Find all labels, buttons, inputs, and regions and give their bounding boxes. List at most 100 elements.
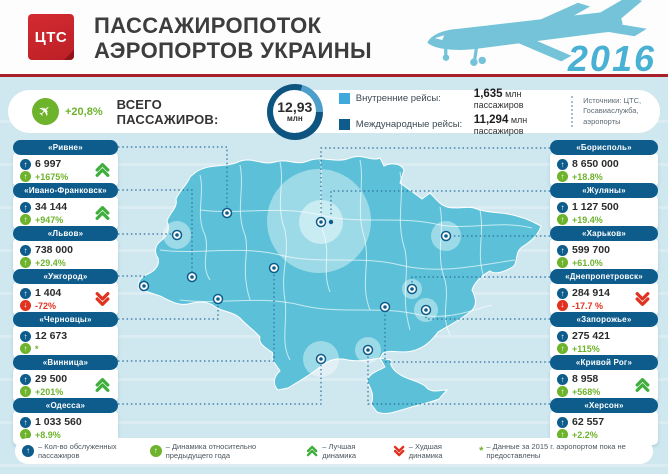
passengers-icon: ↑ bbox=[20, 158, 31, 170]
total-growth: +20,8% bbox=[65, 105, 103, 118]
worst-dynamics-icon bbox=[635, 291, 650, 306]
passenger-count: 8 650 000 bbox=[572, 158, 619, 170]
passengers-icon: ↑ bbox=[557, 244, 568, 256]
international-flights-label: Международные рейсы: bbox=[355, 119, 463, 130]
passenger-count: 1 127 500 bbox=[572, 201, 619, 213]
passenger-count: 738 000 bbox=[35, 244, 73, 256]
passengers-icon: ↑ bbox=[557, 201, 568, 213]
legend-item-passengers: ↑ – Кол-во обслуженных пассажиров bbox=[22, 442, 136, 460]
change-percent: * bbox=[35, 343, 39, 354]
growth-icon: ↑ bbox=[20, 300, 31, 311]
passengers-icon: ↑ bbox=[557, 330, 568, 342]
domestic-flights-label: Внутренние рейсы: bbox=[355, 93, 441, 104]
passengers-icon: ↑ bbox=[557, 373, 568, 385]
growth-icon: ↑ bbox=[557, 171, 568, 182]
growth-plane-icon: ✈ bbox=[32, 98, 59, 125]
passengers-icon: ↑ bbox=[20, 287, 31, 299]
passenger-count: 1 404 bbox=[35, 287, 62, 299]
flights-breakdown: Внутренние рейсы: 1,635 млн пассажиров М… bbox=[338, 88, 559, 136]
passenger-count: 34 144 bbox=[35, 201, 68, 213]
growth-icon: ↑ bbox=[20, 171, 31, 182]
change-percent: +115% bbox=[572, 343, 600, 354]
growth-icon: ↑ bbox=[20, 257, 31, 268]
legend-item-asterisk: * – Данные за 2015 г. аэропортом пока не… bbox=[479, 442, 626, 460]
stats-bar: ✈ +20,8% ВСЕГО ПАССАЖИРОВ: 12,93 млн Вну… bbox=[8, 83, 660, 140]
best-dynamics-icon bbox=[95, 377, 110, 392]
airport-name: «Ивано-Франковск» bbox=[13, 183, 118, 198]
passenger-count: 6 997 bbox=[35, 158, 62, 170]
total-passengers-circle: 12,93 млн bbox=[266, 83, 323, 140]
growth-icon: ↑ bbox=[557, 214, 568, 225]
growth-icon: ↑ bbox=[20, 429, 31, 440]
legend-item-growth: ↑ – Динамика относительно предыдущего го… bbox=[149, 442, 292, 460]
cts-logo-text: ЦТС bbox=[34, 28, 68, 46]
change-percent: +61.0% bbox=[572, 257, 603, 268]
best-dynamics-icon bbox=[95, 162, 110, 177]
airport-card: «Борисполь» ↑ 8 650 000 ↑ +18.8% bbox=[550, 140, 658, 187]
passenger-count: 599 700 bbox=[572, 244, 610, 256]
passengers-icon: ↑ bbox=[22, 445, 34, 457]
legend-item-worst: – Худшая динамика bbox=[393, 442, 466, 460]
change-percent: +947% bbox=[35, 214, 64, 225]
international-flights-swatch bbox=[338, 119, 350, 130]
passenger-count: 1 033 560 bbox=[35, 416, 82, 428]
header: ЦТС ПАССАЖИРОПОТОК АЭРОПОРТОВ УКРАИНЫ 20… bbox=[0, 0, 668, 79]
airport-name: «Винница» bbox=[13, 355, 118, 370]
change-percent: +18.8% bbox=[572, 171, 603, 182]
growth-icon: ↑ bbox=[20, 214, 31, 225]
airport-card: «Ужгород» ↑ 1 404 ↑ -72% bbox=[13, 269, 118, 316]
passengers-icon: ↑ bbox=[557, 287, 568, 299]
airport-name: «Кривой Рог» bbox=[550, 355, 658, 370]
airport-name: «Запорожье» bbox=[550, 312, 658, 327]
footer-legend: ↑ – Кол-во обслуженных пассажиров ↑ – Ди… bbox=[15, 438, 653, 464]
sources-note: Источники: ЦТС, Госавиаслужба, аэропорты bbox=[571, 95, 660, 128]
passenger-count: 12 673 bbox=[35, 330, 68, 342]
legend-item-best: – Лучшая динамика bbox=[306, 442, 379, 460]
airport-card: «Винница» ↑ 29 500 ↑ +201% bbox=[13, 355, 118, 402]
airport-name: «Херсон» bbox=[550, 398, 658, 413]
growth-icon: ↑ bbox=[557, 429, 568, 440]
growth-icon: ↑ bbox=[557, 300, 568, 311]
airport-card: «Жуляны» ↑ 1 127 500 ↑ +19.4% bbox=[550, 183, 658, 230]
change-percent: +568% bbox=[572, 386, 601, 397]
asterisk-icon: * bbox=[479, 445, 484, 457]
worst-dynamics-icon bbox=[95, 291, 110, 306]
passengers-icon: ↑ bbox=[20, 244, 31, 256]
airport-name: «Днепропетровск» bbox=[550, 269, 658, 284]
airplane-icon bbox=[427, 0, 647, 66]
airport-name: «Львов» bbox=[13, 226, 118, 241]
airport-name: «Ужгород» bbox=[13, 269, 118, 284]
passenger-count: 284 914 bbox=[572, 287, 610, 299]
growth-icon: ↑ bbox=[20, 386, 31, 397]
change-percent: +19.4% bbox=[572, 214, 603, 225]
airport-name: «Харьков» bbox=[550, 226, 658, 241]
passengers-icon: ↑ bbox=[20, 330, 31, 342]
title-line-1: ПАССАЖИРОПОТОК bbox=[94, 13, 322, 38]
passengers-icon: ↑ bbox=[557, 158, 568, 170]
change-percent: +2.2% bbox=[572, 429, 598, 440]
airplane-graphic bbox=[408, 0, 668, 77]
airport-name: «Ривне» bbox=[13, 140, 118, 155]
international-flights-value: 11,294 млн пассажиров bbox=[473, 113, 528, 136]
airport-name: «Борисполь» bbox=[550, 140, 658, 155]
page-title: ПАССАЖИРОПОТОК АЭРОПОРТОВ УКРАИНЫ bbox=[94, 13, 372, 63]
airport-card: «Черновцы» ↑ 12 673 ↑ * bbox=[13, 312, 118, 359]
airport-name: «Одесса» bbox=[13, 398, 118, 413]
growth-icon: ↑ bbox=[20, 343, 31, 354]
worst-dynamics-icon bbox=[393, 445, 404, 457]
airport-card: «Львов» ↑ 738 000 ↑ +29.4% bbox=[13, 226, 118, 273]
passenger-count: 29 500 bbox=[35, 373, 68, 385]
growth-icon: ↑ bbox=[557, 257, 568, 268]
best-dynamics-icon bbox=[306, 445, 318, 457]
domestic-flights-swatch bbox=[338, 93, 350, 104]
change-percent: -72% bbox=[35, 300, 57, 311]
airport-card: «Запорожье» ↑ 275 421 ↑ +115% bbox=[550, 312, 658, 359]
airport-card: «Харьков» ↑ 599 700 ↑ +61.0% bbox=[550, 226, 658, 273]
growth-icon: ↑ bbox=[557, 343, 568, 354]
passengers-icon: ↑ bbox=[20, 416, 31, 428]
change-percent: +1675% bbox=[35, 171, 69, 182]
change-percent: +29.4% bbox=[35, 257, 66, 268]
total-passengers-value: 12,93 bbox=[277, 98, 313, 115]
growth-icon: ↑ bbox=[557, 386, 568, 397]
change-percent: +201% bbox=[35, 386, 64, 397]
